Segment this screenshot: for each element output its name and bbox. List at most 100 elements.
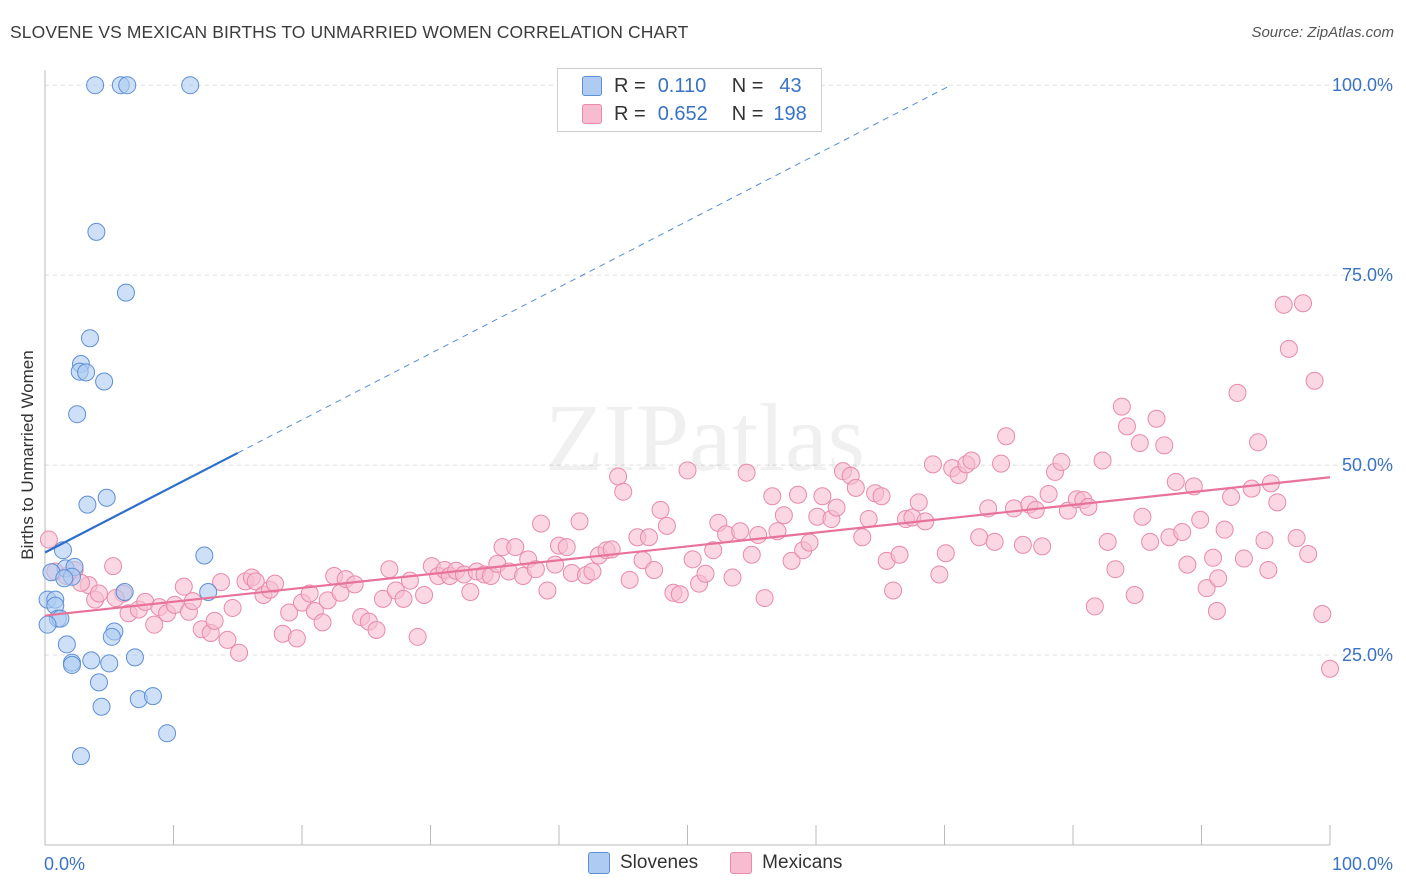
axis-layer (44, 70, 1331, 846)
slovenes-trend-extension (237, 84, 952, 454)
mexicans-point (704, 541, 723, 560)
mexicans-point (997, 427, 1016, 446)
mexicans-point (1004, 499, 1023, 518)
slovenes-point (68, 405, 87, 424)
legend-row-mexicans: R = 0.652 N = 198 (582, 102, 807, 126)
mexicans-point (394, 589, 413, 608)
mexicans-point (546, 555, 565, 574)
mexicans-point (1141, 532, 1160, 551)
mexicans-trend-line (44, 476, 1331, 617)
legend-n-value: 43 (779, 74, 802, 97)
mexicans-point (1299, 544, 1318, 563)
slovenes-point (143, 687, 162, 706)
slovenes-point (38, 615, 57, 634)
mexicans-point (313, 613, 332, 632)
mexicans-point (538, 581, 557, 600)
mexicans-point (345, 575, 364, 594)
legend-row-slovenes: R = 0.110 N = 43 (582, 74, 802, 98)
slovenes-point (115, 582, 134, 601)
mexicans-point (1106, 560, 1125, 579)
mexicans-point (1242, 479, 1261, 498)
mexicans-point (651, 500, 670, 519)
mexicans-point (373, 589, 392, 608)
mexicans-point (1117, 417, 1136, 436)
mexicans-point (1155, 436, 1174, 455)
grid-layer (45, 84, 1392, 656)
mexicans-point (461, 582, 480, 601)
mexicans-point (923, 455, 942, 474)
mexicans-point (962, 451, 981, 470)
mexicans-point (1215, 520, 1234, 539)
mexicans-point (1125, 586, 1144, 605)
mexicans-point (737, 463, 756, 482)
slovenes-point (118, 76, 137, 95)
mexicans-point (970, 528, 989, 547)
slovenes-point (78, 495, 97, 514)
trend-layer (44, 84, 1331, 617)
mexicans-point (39, 530, 58, 549)
mexicans-swatch (582, 104, 602, 124)
mexicans-point (909, 493, 928, 512)
mexicans-point (246, 572, 265, 591)
mexicans-point (1133, 507, 1152, 526)
mexicans-point (678, 461, 697, 480)
mexicans-point (620, 570, 639, 589)
slovenes-point (92, 697, 111, 716)
y-tick-label: 100.0% (1332, 75, 1393, 95)
series-legend: Slovenes Mexicans (588, 852, 874, 874)
mexicans-point (936, 544, 955, 563)
mexicans-point (1287, 529, 1306, 548)
slovenes-point (71, 747, 90, 766)
mexicans-point (583, 562, 602, 581)
mexicans-point (532, 514, 551, 533)
mexicans-point (1039, 484, 1058, 503)
mexicans-point (1249, 433, 1268, 452)
mexicans-point (992, 454, 1011, 473)
legend-r-value: 0.110 (657, 74, 707, 97)
mexicans-point (1112, 397, 1131, 416)
mexicans-point (763, 487, 782, 506)
slovenes-point (87, 222, 106, 241)
mexicans-point (1052, 453, 1071, 472)
mexicans-point (557, 538, 576, 557)
x-tick-label: 0.0% (44, 854, 85, 874)
mexicans-point (683, 550, 702, 569)
mexicans-point (890, 545, 909, 564)
mexicans-point (1313, 605, 1332, 624)
mexicans-point (1259, 560, 1278, 579)
slovenes-points (38, 76, 218, 766)
x-tick-label: 100.0% (1332, 854, 1393, 874)
mexicans-point (1305, 371, 1324, 390)
legend-item-mexicans[interactable]: Mexicans (730, 852, 842, 874)
legend-item-slovenes[interactable]: Slovenes (588, 852, 698, 874)
mexicans-point (1255, 531, 1274, 550)
mexicans-point (742, 545, 761, 564)
slovenes-point (102, 627, 121, 646)
y-tick-label: 75.0% (1342, 265, 1393, 285)
mexicans-point (1197, 579, 1216, 598)
mexicans-point (827, 498, 846, 517)
legend-n-label: N = (731, 74, 764, 97)
mexicans-point (723, 568, 742, 587)
stats-legend: R = 0.110 N = 43 R = 0.652 N = 198 (557, 68, 822, 132)
source-label: Source: ZipAtlas.com (1251, 24, 1394, 41)
mexicans-point (645, 560, 664, 579)
mexicans-point (1178, 555, 1197, 574)
mexicans-point (755, 589, 774, 608)
watermark: ZIPatlas (545, 384, 865, 491)
mexicans-point (1234, 549, 1253, 568)
mexicans-point (174, 577, 193, 596)
mexicans-legend-swatch (730, 852, 753, 874)
mexicans-point (1098, 532, 1117, 551)
slovenes-legend-swatch (588, 852, 610, 874)
legend-label-slovenes: Slovenes (620, 852, 699, 873)
mexicans-point (1191, 510, 1210, 529)
mexicans-point (1274, 295, 1293, 314)
mexicans-point (1147, 409, 1166, 428)
mexicans-point (1268, 493, 1287, 512)
mexicans-point (813, 487, 832, 506)
mexicans-point (205, 611, 224, 630)
legend-label-mexicans: Mexicans (762, 852, 843, 873)
mexicans-point (1130, 434, 1149, 453)
